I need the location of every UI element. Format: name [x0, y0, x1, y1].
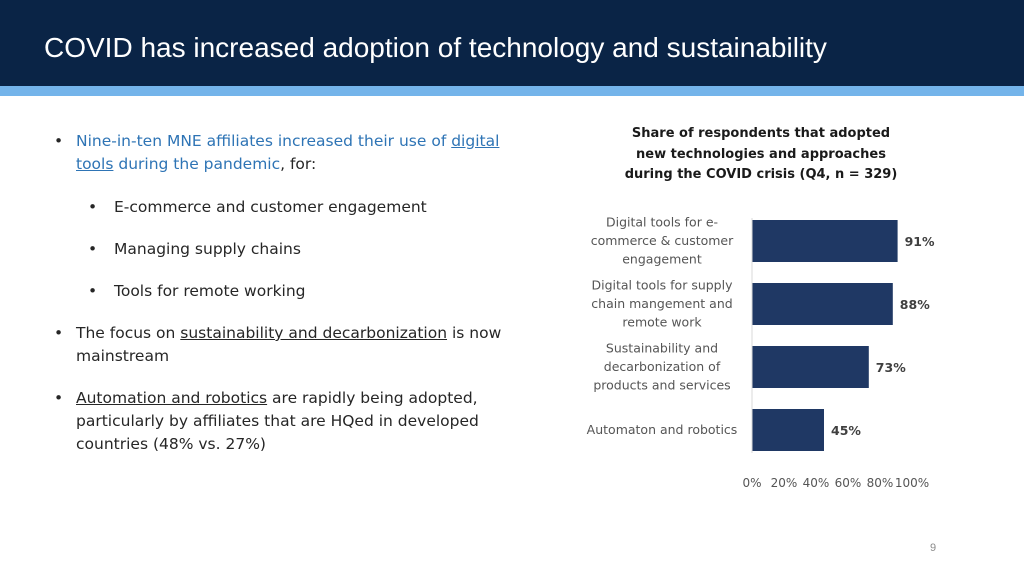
automation-link[interactable]: Automation and robotics	[76, 389, 268, 407]
bar-2	[752, 346, 869, 388]
sub-bullet-text: Managing supply chains	[114, 240, 301, 258]
category-label-line: remote work	[622, 315, 702, 330]
accent-bar	[0, 86, 1024, 96]
category-label-line: decarbonization of	[604, 359, 721, 374]
category-label-1: Digital tools for supply chain mangement …	[591, 278, 733, 330]
x-tick-label-3: 60%	[835, 476, 862, 490]
x-tick-label-2: 40%	[803, 476, 830, 490]
sustainability-link[interactable]: sustainability and decarbonization	[180, 324, 448, 342]
tools-link[interactable]: tools	[76, 155, 114, 173]
bullet-text: , for:	[280, 155, 317, 173]
category-label-3: Automaton and robotics	[587, 422, 738, 437]
page-number: 9	[930, 542, 937, 554]
category-label-line: Digital tools for e-	[606, 215, 718, 230]
bullet-text: are rapidly being adopted,	[267, 389, 478, 407]
data-label-0: 91%	[905, 234, 935, 249]
x-tick-label-1: 20%	[771, 476, 798, 490]
category-label-line: products and services	[593, 378, 730, 393]
category-label-line: Sustainability and	[606, 341, 718, 356]
data-label-1: 88%	[900, 297, 930, 312]
bar-3	[752, 409, 824, 451]
bullet-text: Nine-in-ten MNE affiliates increased the…	[76, 132, 452, 150]
bullet-text: is now	[447, 324, 502, 342]
chart-title-line: new technologies and approaches	[636, 146, 886, 162]
slide-header: COVID has increased adoption of technolo…	[0, 0, 1024, 86]
bullet-text: particularly by affiliates that are HQed…	[76, 412, 479, 430]
chart-title: Share of respondents that adopted new te…	[620, 124, 902, 186]
x-tick-label-0: 0%	[742, 476, 761, 490]
bullet-marker: •	[54, 389, 64, 407]
category-label-line: chain mangement and	[591, 296, 732, 311]
bullet-marker: •	[88, 282, 98, 300]
x-tick-label-4: 80%	[867, 476, 894, 490]
bullet-marker: •	[54, 132, 64, 150]
bar-1	[752, 283, 893, 325]
category-label-line: Automaton and robotics	[587, 422, 738, 437]
bullet-text: mainstream	[76, 347, 170, 365]
category-label-line: engagement	[622, 252, 702, 267]
chart-title-line: Share of respondents that adopted	[631, 126, 891, 141]
sub-bullet-text: E-commerce and customer engagement	[114, 198, 427, 216]
bar-0	[752, 220, 898, 262]
category-label-2: Sustainability and decarbonization of prod…	[593, 341, 730, 393]
digital-link[interactable]: digital	[451, 132, 500, 150]
bullet-text: countries (48% vs. 27%)	[76, 435, 266, 453]
bullet-text: during the pandemic	[113, 155, 281, 173]
category-label-line: Digital tools for supply	[591, 278, 733, 293]
bullet-text: The focus on	[76, 324, 181, 342]
x-tick-label-5: 100%	[895, 476, 929, 490]
bullet-marker: •	[88, 198, 98, 216]
data-label-2: 73%	[876, 360, 906, 375]
bullet-marker: •	[88, 240, 98, 258]
bullet-marker: •	[54, 324, 64, 342]
chart-title-line: during the COVID crisis (Q4, n = 329)	[624, 167, 898, 182]
data-label-3: 45%	[831, 423, 861, 438]
category-label-0: Digital tools for e-commerce & customer e…	[591, 215, 734, 267]
slide-title: COVID has increased adoption of technolo…	[44, 32, 827, 63]
bar-chart: 91% Digital tools for e-commerce & custom…	[587, 215, 935, 491]
sub-bullet-text: Tools for remote working	[114, 282, 306, 300]
category-label-line: commerce & customer	[591, 233, 734, 248]
